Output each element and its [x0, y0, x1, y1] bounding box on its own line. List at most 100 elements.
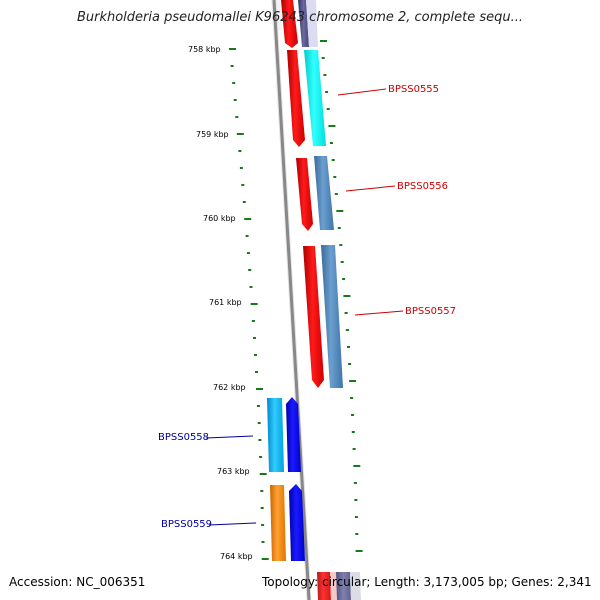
tick-label: 759 kbp [196, 130, 229, 139]
tick-mark [349, 380, 357, 382]
tick-mark [352, 448, 356, 450]
cog-bar [314, 156, 334, 230]
gene-label-bpss0557[interactable]: BPSS0557 [405, 306, 456, 317]
tick-mark [260, 507, 264, 509]
tick-mark [347, 346, 350, 348]
tick-mark [246, 252, 250, 254]
gene-bpss0555[interactable] [287, 50, 326, 147]
gene-label-bpss0555[interactable]: BPSS0555 [388, 84, 439, 95]
tick-mark [340, 261, 344, 263]
tick-mark [353, 482, 357, 484]
tick-mark [245, 235, 249, 237]
partial-features-bottom [317, 572, 361, 600]
tick-mark [355, 550, 363, 552]
map-title: Burkholderia pseudomallei K96243 chromos… [76, 10, 524, 25]
cds-arrow[interactable] [303, 246, 324, 388]
tick-mark [256, 388, 263, 390]
tick-mark [339, 244, 343, 246]
tick-mark [241, 184, 245, 186]
tick-mark [353, 465, 361, 467]
tick-mark [323, 74, 327, 76]
tick-mark [333, 176, 337, 178]
cog-bar [267, 398, 284, 472]
tick-mark [259, 473, 267, 475]
tick-mark [235, 116, 239, 118]
tick-mark [230, 65, 234, 67]
tick-mark [242, 201, 246, 203]
tick-mark [351, 431, 355, 433]
cog-bar [270, 485, 286, 561]
tick-mark [354, 516, 358, 518]
tick-label: 761 kbp [209, 298, 242, 307]
tick-mark [328, 125, 336, 127]
tick-label: 760 kbp [203, 214, 236, 223]
tick-mark [343, 295, 351, 297]
tick-mark [258, 439, 262, 441]
tick-labels: 758 kbp 759 kbp 760 kbp 761 kbp 762 kbp … [188, 45, 253, 561]
tick-mark [254, 354, 257, 356]
tick-mark [351, 414, 354, 416]
gene-bpss0557[interactable] [303, 245, 343, 388]
cog-bar [321, 245, 343, 388]
tick-mark [251, 320, 255, 322]
accession-text: Accession: NC_006351 [9, 575, 146, 589]
tick-mark [248, 269, 252, 271]
gene-bpss0556[interactable] [296, 156, 334, 231]
tick-mark [345, 329, 349, 331]
gene-labels: BPSS0555 BPSS0556 BPSS0557 BPSS0558 BPSS… [158, 84, 456, 530]
gene-label-bpss0556[interactable]: BPSS0556 [397, 181, 448, 192]
tick-mark [232, 82, 236, 84]
tick-label: 763 kbp [217, 467, 250, 476]
tick-mark [350, 397, 354, 399]
cds-arrow[interactable] [296, 158, 313, 231]
tick-mark [326, 108, 330, 110]
gene-label-bpss0558[interactable]: BPSS0558 [158, 432, 209, 443]
tick-mark [260, 490, 264, 492]
tick-mark [261, 558, 269, 560]
tick-mark [348, 363, 352, 365]
tick-mark [249, 286, 253, 288]
tick-mark [256, 405, 260, 407]
tick-mark [334, 193, 338, 195]
tick-mark [355, 533, 359, 535]
tick-mark [320, 40, 327, 42]
tick-mark [259, 456, 263, 458]
tick-marks-outer [229, 48, 269, 560]
tick-mark [344, 312, 348, 314]
gene-bpss0559[interactable] [270, 484, 305, 561]
tick-mark [250, 303, 258, 305]
tick-mark [233, 99, 237, 101]
cds-arrow[interactable] [287, 50, 305, 147]
genome-summary-text: Topology: circular; Length: 3,173,005 bp… [262, 575, 592, 589]
tick-mark [255, 371, 258, 373]
label-leaders [205, 88, 404, 526]
tick-mark [253, 337, 256, 339]
tick-mark [325, 91, 329, 93]
tick-label: 762 kbp [213, 383, 246, 392]
tick-mark [229, 48, 236, 50]
cds-arrow[interactable] [289, 484, 305, 561]
tick-mark [336, 210, 344, 212]
tick-mark [257, 422, 261, 424]
cds-arrow[interactable] [286, 397, 301, 472]
tick-label: 764 kbp [220, 552, 253, 561]
tick-mark [330, 142, 333, 144]
tick-mark [244, 218, 252, 220]
backbone [271, 0, 312, 600]
gene-label-bpss0559[interactable]: BPSS0559 [161, 519, 212, 530]
tick-mark [321, 57, 325, 59]
tick-mark [238, 150, 242, 152]
tick-mark [337, 227, 341, 229]
cog-bar [304, 50, 326, 146]
tick-mark [239, 167, 243, 169]
tick-mark [261, 541, 265, 543]
tick-label: 758 kbp [188, 45, 221, 54]
tick-mark [354, 499, 358, 501]
tick-mark [331, 159, 335, 161]
tick-marks-inner [320, 40, 363, 552]
gene-bpss0558[interactable] [267, 397, 301, 472]
tick-mark [236, 133, 244, 135]
tick-mark [342, 278, 346, 280]
tick-mark [261, 524, 265, 526]
